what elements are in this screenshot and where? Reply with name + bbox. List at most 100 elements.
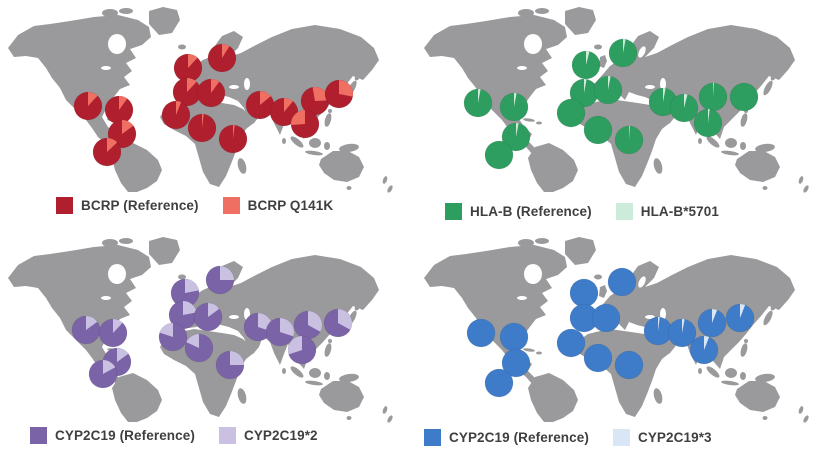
pie-caribbean-eastern-north-america [499,322,529,352]
pie-western-africa [158,322,188,352]
legend-item: CYP2C19 (Reference) [424,428,589,446]
legend-item: BCRP Q141K [222,196,334,214]
pie-variant-slice [88,92,98,106]
pie-southeast-asia [689,335,719,365]
pie-southeastern-europe [593,75,623,105]
pie-east-asia [293,310,323,340]
pie-mexico-central-america [463,88,493,118]
world-map-hla-b [424,7,810,194]
pie-variant-slice [222,44,230,58]
pie-south-asia [667,318,697,348]
pie-southeast-asia [693,108,723,138]
pie-south-asia [669,93,699,123]
pie-variant-slice [516,123,519,137]
pie-variant-slice [122,120,134,134]
map-panel-bcrp: BCRP (Reference) BCRP Q141K [0,0,416,230]
pie-variant-slice [103,360,116,374]
pie-southeastern-europe [196,78,226,108]
pie-variant-slice [185,279,199,293]
pie-caribbean-eastern-north-america [98,318,128,348]
pie-southwestern-europe [172,77,202,107]
world-map-bcrp [8,7,394,194]
legend-label: CYP2C19*2 [243,427,318,443]
pie-east-asia [300,86,330,116]
pie-northwestern-europe [571,50,601,80]
pie-variant-slice [117,348,129,362]
pie-variant-slice [280,318,294,337]
legend-label: CYP2C19 (Reference) [55,427,195,443]
pie-western-africa [556,98,586,128]
pie-variant-slice [220,266,234,280]
pie-variant-slice [230,351,244,365]
legend-label: BCRP Q141K [247,197,334,213]
pie-northern-south-america [501,122,531,152]
pie-variant-slice [586,51,590,65]
legend-swatch-reference [30,426,47,444]
pie-variant-slice [712,309,718,323]
pie-variant-slice [176,101,182,115]
pie-variant-slice [284,98,293,112]
pie-western-south-america [484,368,514,398]
legend-swatch-variant [218,426,236,444]
map-panel-cyp2c19-star2: CYP2C19 (Reference) CYP2C19*2 [0,230,416,460]
legend-label: BCRP (Reference) [81,197,199,213]
legend-swatch-reference [424,428,441,446]
pie-variant-slice [288,336,302,355]
pie-variant-slice [86,316,98,330]
pie-variant-slice [663,88,666,102]
pie-southeast-asia [290,109,320,139]
pie-variant-slice [708,109,710,123]
legend-label: HLA-B (Reference) [470,203,592,219]
pie-mexico-central-america [71,315,101,345]
pie-variant-slice [208,303,220,317]
legend-label: CYP2C19 (Reference) [449,429,589,445]
pie-east-asia [698,82,728,112]
pie-variant-slice [713,83,714,97]
map-panel-hla-b: HLA-B (Reference) HLA-B*5701 [416,0,832,230]
pie-western-south-america [88,359,118,389]
world-map-cyp2c19-star2 [8,237,394,424]
legend-item: HLA-B (Reference) [445,202,592,220]
pie-variant-slice [260,91,271,105]
legend-label: HLA-B*5701 [640,203,719,219]
pie-northern-europe [607,267,637,297]
legend-swatch-variant [612,428,630,446]
pie-variant-slice [338,309,352,330]
pie-southeast-asia [287,335,317,365]
legend-bcrp: BCRP (Reference) BCRP Q141K [56,196,333,214]
pie-variant-slice [113,319,123,333]
legend-item: CYP2C19*2 [218,426,318,444]
pie-northern-europe [205,265,235,295]
pie-caribbean-eastern-north-america [499,92,529,122]
pie-western-africa [161,100,191,130]
pie-variant-slice [186,334,199,348]
legend-item: CYP2C19*3 [612,428,712,446]
pie-variant-slice [608,76,611,90]
pie-western-south-america [484,140,514,170]
pie-variant-slice [658,317,660,331]
pie-variant-slice [478,89,481,103]
legend-label: CYP2C19*3 [637,429,712,445]
pie-variant-slice [290,110,305,125]
pie-variant-slice [339,80,353,97]
pie-central-africa [187,113,217,143]
pie-variant-slice [684,94,688,108]
legend-cyp2c19-star2: CYP2C19 (Reference) CYP2C19*2 [30,426,318,444]
pie-variant-slice [623,39,626,53]
pie-japan [324,79,354,109]
pie-central-africa [184,333,214,363]
pie-western-africa [556,328,586,358]
pie-variant-slice [584,79,587,93]
pie-variant-slice [308,311,322,332]
legend-swatch-variant [615,202,633,220]
pie-northwestern-europe [170,278,200,308]
pie-variant-slice [211,79,220,93]
pie-eastern-africa [218,124,248,154]
pie-central-africa [583,115,613,145]
world-map-cyp2c19-star3 [424,237,810,424]
pie-variant-slice [202,114,204,128]
pie-middle-east-south-central-asia [245,90,275,120]
pie-eastern-africa [614,350,644,380]
pie-western-south-america [92,137,122,167]
